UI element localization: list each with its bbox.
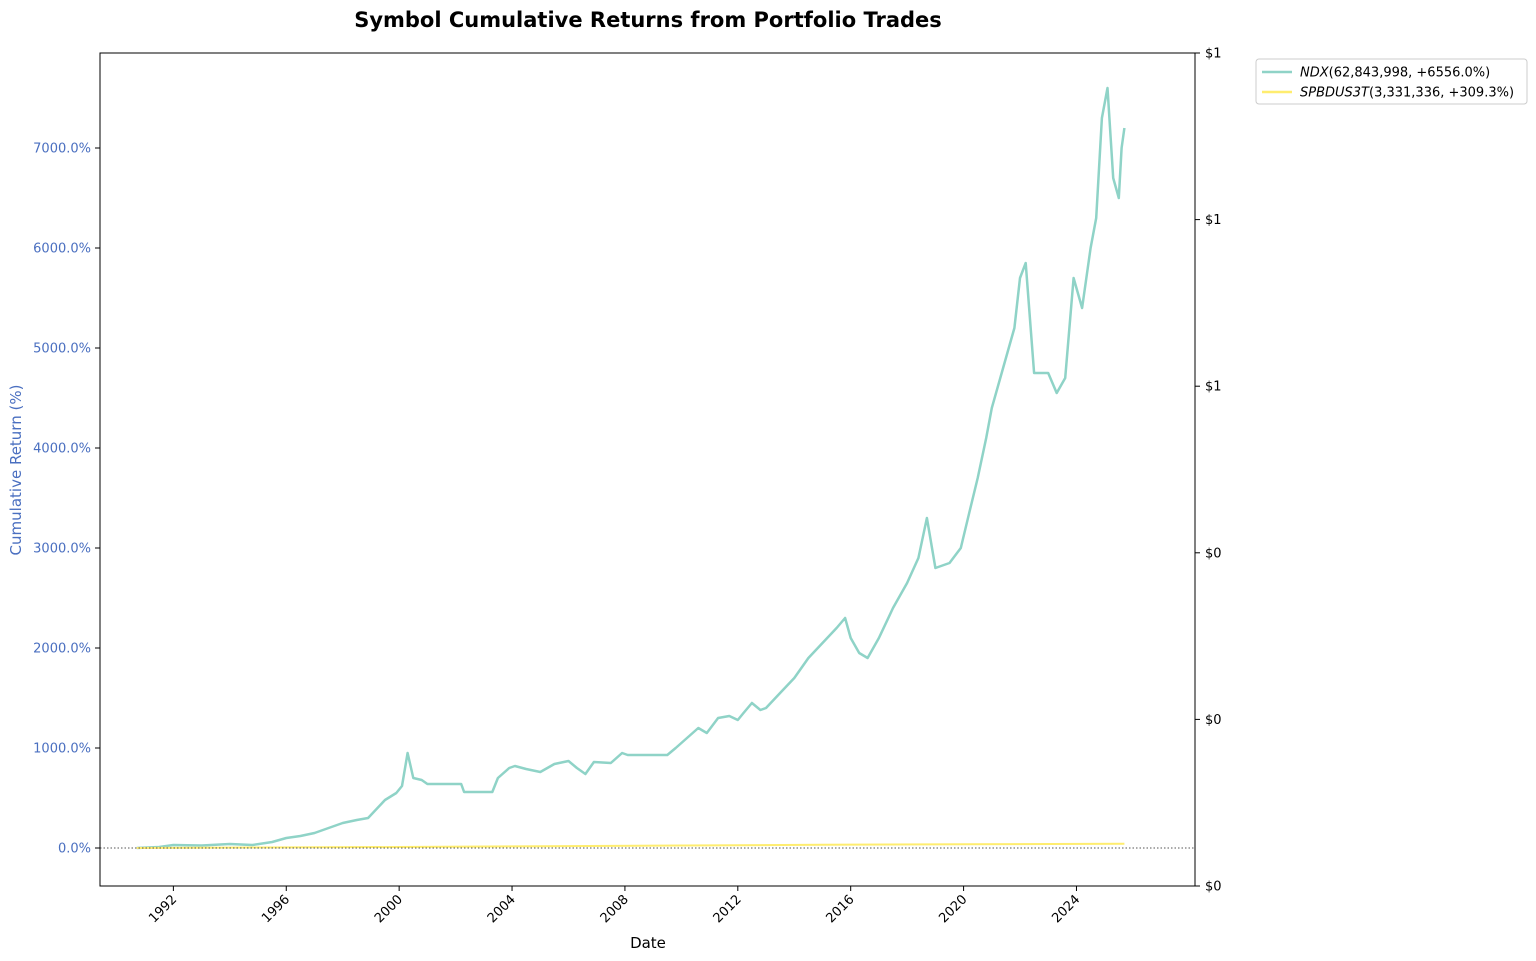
y-tick-label: 1000.0% bbox=[33, 742, 91, 757]
x-tick-label: 2020 bbox=[936, 892, 970, 926]
y-tick-label: 2000.0% bbox=[33, 642, 91, 657]
y-axis-right: $0 $0 $0 $1 $1 $1 bbox=[1195, 47, 1222, 895]
y-tick-label: 7000.0% bbox=[33, 142, 91, 157]
x-tick-label: 2004 bbox=[485, 892, 519, 926]
plot-area bbox=[100, 86, 1195, 850]
legend-label-ndx: NDX(62,843,998, +6556.0%) bbox=[1300, 66, 1490, 81]
y2-tick-label: $1 bbox=[1205, 213, 1222, 228]
y2-tick-label: $1 bbox=[1205, 47, 1222, 62]
y2-tick-label: $0 bbox=[1205, 880, 1222, 895]
legend-label-spbdus3t: SPBDUS3T(3,331,336, +309.3%) bbox=[1300, 86, 1514, 101]
y-tick-label: 3000.0% bbox=[33, 542, 91, 557]
y2-tick-label: $0 bbox=[1205, 713, 1222, 728]
x-axis: 1992 1996 2000 2004 2008 2012 2016 2020 2024 bbox=[146, 886, 1083, 926]
x-axis-label: Date bbox=[630, 934, 666, 952]
y-tick-label: 4000.0% bbox=[33, 442, 91, 457]
x-tick-label: 2008 bbox=[598, 892, 632, 926]
y-tick-label: 6000.0% bbox=[33, 242, 91, 257]
x-tick-label: 1992 bbox=[146, 892, 180, 926]
x-tick-label: 2012 bbox=[711, 892, 745, 926]
series-line-ndx bbox=[136, 86, 1126, 850]
legend-box bbox=[1255, 58, 1528, 105]
y2-tick-label: $0 bbox=[1205, 546, 1222, 561]
y-tick-label: 5000.0% bbox=[33, 342, 91, 357]
chart-title: Symbol Cumulative Returns from Portfolio… bbox=[354, 8, 942, 32]
x-tick-label: 1996 bbox=[259, 892, 293, 926]
x-tick-label: 2016 bbox=[824, 892, 858, 926]
x-tick-label: 2000 bbox=[372, 892, 406, 926]
y-tick-label: 0.0% bbox=[58, 842, 91, 857]
plot-frame bbox=[99, 52, 1196, 887]
y-axis-left: 0.0% 1000.0% 2000.0% 3000.0% 4000.0% 5000.0% 6… bbox=[33, 142, 100, 857]
y-axis-label: Cumulative Return (%) bbox=[7, 385, 25, 556]
x-tick-label: 2024 bbox=[1049, 892, 1083, 926]
series-line-spbdus3t bbox=[136, 842, 1125, 849]
legend: NDX(62,843,998, +6556.0%) SPBDUS3T(3,331,… bbox=[1255, 58, 1528, 105]
y2-tick-label: $1 bbox=[1205, 380, 1222, 395]
